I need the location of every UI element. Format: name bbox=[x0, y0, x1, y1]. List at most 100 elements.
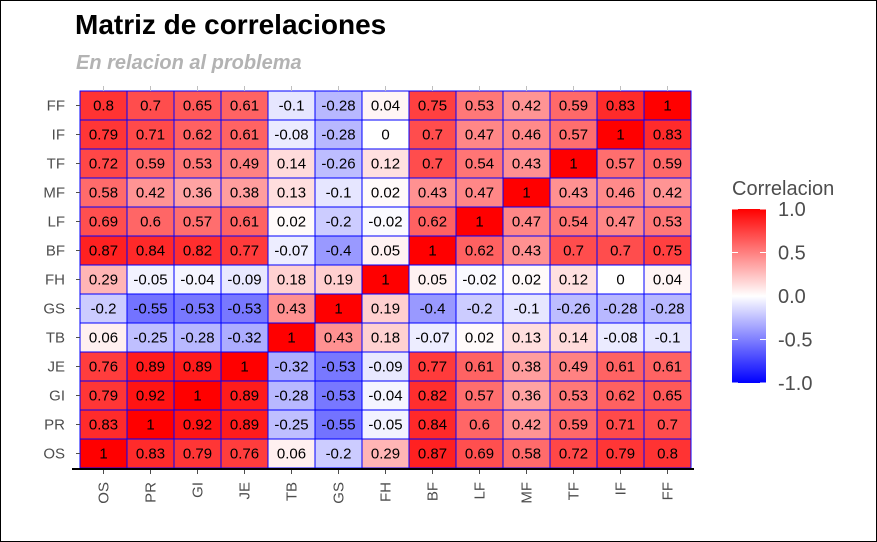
x-tick-label: PR bbox=[143, 482, 160, 503]
cell-value-label: -0.55 bbox=[133, 301, 167, 318]
cell-value-label: 0.06 bbox=[89, 330, 118, 347]
cell-value-label: 0.76 bbox=[230, 446, 259, 463]
heatmap-cell bbox=[455, 409, 504, 440]
heatmap-cell bbox=[267, 206, 316, 237]
cell-value-label: 0.82 bbox=[418, 388, 447, 405]
cell-value-label: 0.59 bbox=[559, 417, 588, 434]
cell-value-label: 0.79 bbox=[89, 388, 118, 405]
cell-value-label: 0.58 bbox=[512, 446, 541, 463]
cell-value-label: -0.4 bbox=[420, 301, 446, 318]
heatmap-cell bbox=[455, 235, 504, 266]
heatmap-cell bbox=[220, 293, 269, 324]
cell-value-label: 0.58 bbox=[89, 185, 118, 202]
cell-value-label: 1 bbox=[381, 272, 389, 289]
cell-value-label: 0.36 bbox=[512, 388, 541, 405]
cell-value-label: -0.28 bbox=[603, 301, 637, 318]
cell-value-label: 0.43 bbox=[512, 243, 541, 260]
legend-label: 0.0 bbox=[778, 286, 806, 308]
heatmap-cell bbox=[314, 293, 363, 324]
cell-value-label: -0.02 bbox=[462, 272, 496, 289]
cell-value-label: -0.53 bbox=[227, 301, 261, 318]
cell-value-label: 0.46 bbox=[512, 127, 541, 144]
heatmap-cell bbox=[220, 438, 269, 469]
cell-value-label: 0.79 bbox=[183, 446, 212, 463]
y-tick-label: GI bbox=[49, 388, 65, 405]
y-tick-label: FH bbox=[45, 272, 65, 289]
cell-value-label: 0.13 bbox=[512, 330, 541, 347]
cell-value-label: 0.54 bbox=[559, 214, 588, 231]
cell-value-label: 0.53 bbox=[653, 214, 682, 231]
heatmap-cell bbox=[643, 351, 692, 382]
cell-value-label: 1 bbox=[663, 98, 671, 115]
cell-value-label: 0.13 bbox=[277, 185, 306, 202]
legend-label: 1.0 bbox=[778, 199, 806, 221]
cell-value-label: 0.65 bbox=[183, 98, 212, 115]
cell-value-label: 0.6 bbox=[469, 417, 490, 434]
cell-value-label: -0.4 bbox=[326, 243, 352, 260]
y-tick-label: IF bbox=[52, 127, 65, 144]
x-tick-label: TF bbox=[566, 482, 583, 500]
cell-value-label: 0.61 bbox=[465, 359, 494, 376]
cell-value-label: 0.87 bbox=[89, 243, 118, 260]
cell-value-label: -0.53 bbox=[321, 388, 355, 405]
legend-label: 0.5 bbox=[778, 243, 806, 265]
heatmap-cell bbox=[267, 148, 316, 179]
y-tick-label: BF bbox=[46, 243, 65, 260]
x-tick-label: IF bbox=[613, 482, 630, 495]
heatmap-cell bbox=[455, 206, 504, 237]
cell-value-label: 1 bbox=[569, 156, 577, 173]
x-tick-label: TB bbox=[284, 482, 301, 501]
cell-value-label: 1 bbox=[428, 243, 436, 260]
cell-value-label: -0.07 bbox=[415, 330, 449, 347]
cell-value-label: 0.83 bbox=[606, 98, 635, 115]
heatmap-cell bbox=[267, 235, 316, 266]
cell-value-label: -0.1 bbox=[514, 301, 540, 318]
legend-label: -1.0 bbox=[778, 373, 812, 395]
heatmap-cell bbox=[596, 351, 645, 382]
cell-value-label: 0.05 bbox=[418, 272, 447, 289]
cell-value-label: 0.7 bbox=[657, 417, 678, 434]
heatmap-cell bbox=[79, 293, 128, 324]
heatmap-cell bbox=[408, 148, 457, 179]
cell-value-label: 0.12 bbox=[371, 156, 400, 173]
cell-value-label: 0.62 bbox=[183, 127, 212, 144]
heatmap-cell bbox=[361, 177, 410, 208]
y-tick-label: MF bbox=[43, 185, 65, 202]
heatmap-cell bbox=[361, 380, 410, 411]
heatmap-cell bbox=[408, 264, 457, 295]
cell-value-label: 0.53 bbox=[465, 98, 494, 115]
cell-value-label: 0.57 bbox=[559, 127, 588, 144]
cell-value-label: 0.75 bbox=[418, 98, 447, 115]
legend-label: -0.5 bbox=[778, 330, 812, 352]
cell-value-label: 0.8 bbox=[657, 446, 678, 463]
cell-value-label: -0.05 bbox=[133, 272, 167, 289]
heatmap-cell bbox=[502, 90, 551, 121]
x-tick-label: JE bbox=[237, 482, 254, 500]
heatmap-cells: 0.8 0.7 0.65 0.61 -0.1 -0.28 0.04 0.75 0.53 0.42 0… bbox=[79, 90, 692, 469]
heatmap-cell bbox=[455, 351, 504, 382]
heatmap-cell bbox=[549, 235, 598, 266]
heatmap-cell bbox=[126, 206, 175, 237]
cell-value-label: 0.38 bbox=[230, 185, 259, 202]
chart-title: Matriz de correlaciones bbox=[75, 9, 387, 40]
x-tick-label: BF bbox=[425, 482, 442, 501]
cell-value-label: 0.7 bbox=[610, 243, 631, 260]
heatmap-cell bbox=[126, 322, 175, 353]
cell-value-label: 0 bbox=[381, 127, 389, 144]
heatmap-cell bbox=[408, 177, 457, 208]
heatmap-cell bbox=[549, 322, 598, 353]
cell-value-label: 0.02 bbox=[371, 185, 400, 202]
heatmap-cell bbox=[643, 90, 692, 121]
heatmap-cell bbox=[267, 438, 316, 469]
cell-value-label: 0.87 bbox=[418, 446, 447, 463]
heatmap-cell bbox=[596, 322, 645, 353]
cell-value-label: 0.19 bbox=[371, 301, 400, 318]
heatmap-cell bbox=[267, 322, 316, 353]
heatmap-cell bbox=[220, 409, 269, 440]
heatmap-cell bbox=[549, 293, 598, 324]
cell-value-label: 0.89 bbox=[183, 359, 212, 376]
cell-value-label: 0.89 bbox=[230, 388, 259, 405]
cell-value-label: 0.29 bbox=[371, 446, 400, 463]
cell-value-label: -0.04 bbox=[180, 272, 214, 289]
